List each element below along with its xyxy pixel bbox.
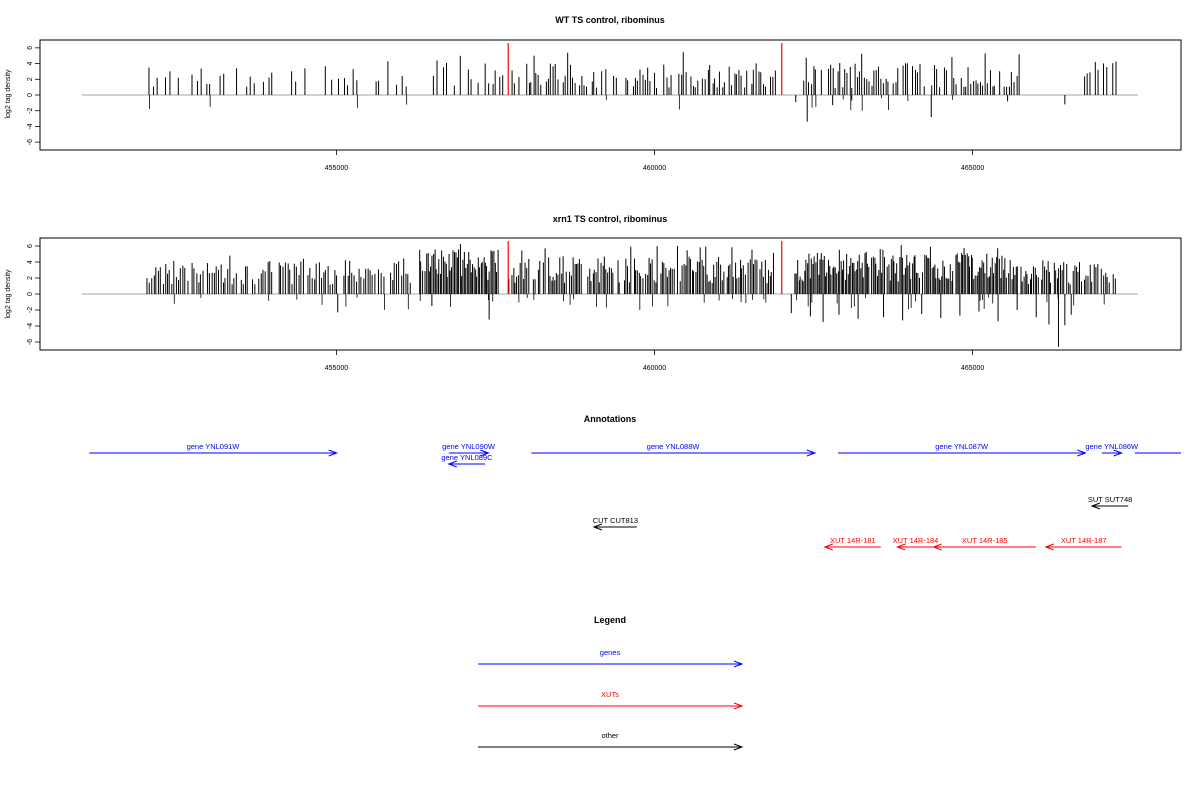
arrowhead	[1077, 449, 1087, 457]
legend-entry: XUTs	[478, 690, 744, 710]
feature: XUT 14R-185	[932, 536, 1036, 551]
legend-label: genes	[600, 648, 621, 657]
panel-title: xrn1 TS control, ribominus	[553, 214, 668, 224]
feature: gene YNL091W	[89, 442, 339, 457]
arrowhead	[733, 743, 744, 751]
feature-list: gene YNL091W gene YNL090W gene YNL089C gene…	[89, 442, 1181, 551]
feature-label: gene YNL087W	[935, 442, 989, 451]
y-axis-label: log2 tag density	[5, 69, 12, 119]
annotation-track: Annotations gene YNL091W gene YNL090Wgene…	[89, 414, 1181, 551]
y-tick-label: 4	[27, 260, 34, 264]
y-axis: -6 -4 -2 0 2 4 6	[27, 244, 40, 345]
feature: gene YNL087W	[837, 442, 1087, 457]
legend-entry: other	[478, 731, 744, 751]
feature-label: gene YNL091W	[187, 442, 241, 451]
x-axis: 455000 460000 465000	[325, 150, 984, 172]
feature-label: SUT SUT748	[1088, 495, 1132, 504]
feature-label: XUT 14R-185	[962, 536, 1008, 545]
legend-title: Legend	[594, 615, 626, 625]
xrn1-density-panel: xrn1 TS control, ribominus log2 tag dens…	[5, 214, 1182, 372]
annotations-title: Annotations	[584, 414, 637, 424]
x-tick-label: 455000	[325, 165, 348, 172]
feature: CUT CUT813	[592, 516, 638, 531]
arrowhead	[932, 543, 942, 551]
arrowhead	[447, 460, 457, 468]
y-tick-label: -6	[27, 339, 34, 345]
y-tick-label: 0	[27, 292, 34, 296]
legend: Legend genes XUTs other	[478, 615, 744, 751]
x-tick-label: 455000	[325, 365, 348, 372]
arrowhead	[328, 449, 339, 457]
feature-label: XUT 14R-184	[893, 536, 939, 545]
feature-label: gene YNL090W	[442, 442, 496, 451]
legend-entry: genes	[478, 648, 744, 668]
boundary-markers	[507, 43, 783, 95]
y-tick-label: 6	[27, 244, 34, 248]
y-tick-label: 0	[27, 93, 34, 97]
feature-label: gene YNL088W	[647, 442, 701, 451]
x-axis: 455000 460000 465000	[325, 350, 984, 372]
arrowhead	[592, 523, 603, 531]
arrowhead	[1113, 449, 1124, 457]
feature-label: gene YNL086W	[1085, 442, 1139, 451]
feature: XUT 14R-187	[1044, 536, 1122, 551]
feature: XUT 14R-184	[893, 536, 939, 551]
x-tick-label: 465000	[961, 365, 984, 372]
feature-label: CUT CUT813	[593, 516, 638, 525]
arrowhead	[733, 660, 744, 668]
feature: SUT SUT748	[1088, 495, 1132, 510]
wt-density-panel: WT TS control, ribominus log2 tag densit…	[5, 15, 1182, 172]
y-tick-label: -2	[27, 307, 34, 313]
density-bars	[146, 243, 1116, 347]
y-tick-label: -4	[27, 123, 34, 129]
density-bars	[148, 52, 1117, 122]
y-tick-label: 2	[27, 276, 34, 280]
arrowhead	[895, 543, 906, 551]
y-axis-label: log2 tag density	[5, 269, 12, 319]
x-tick-label: 465000	[961, 165, 984, 172]
x-tick-label: 460000	[643, 165, 666, 172]
y-tick-label: -2	[27, 108, 34, 114]
legend-entries: genes XUTs other	[478, 648, 744, 751]
feature-label: gene YNL089C	[441, 453, 493, 462]
feature: gene YNL089C	[441, 453, 493, 468]
feature: gene YNL088W	[531, 442, 817, 457]
y-tick-label: -6	[27, 139, 34, 145]
legend-label: XUTs	[601, 690, 619, 699]
feature: gene YNL086W	[1085, 442, 1139, 457]
feature-label: XUT 14R-187	[1061, 536, 1107, 545]
feature: XUT 14R-181	[823, 536, 881, 551]
y-tick-label: 2	[27, 77, 34, 81]
feature: gene YNL090W	[442, 442, 496, 457]
boundary-markers	[507, 241, 783, 294]
panel-title: WT TS control, ribominus	[555, 15, 665, 25]
arrowhead	[1044, 543, 1054, 551]
arrowhead	[480, 449, 490, 457]
arrowhead	[1090, 502, 1101, 510]
y-tick-label: 6	[27, 46, 34, 50]
arrowhead	[806, 449, 817, 457]
feature-label: XUT 14R-181	[830, 536, 876, 545]
legend-label: other	[601, 731, 619, 740]
arrowhead	[733, 702, 744, 710]
arrowhead	[823, 543, 833, 551]
y-tick-label: 4	[27, 62, 34, 66]
y-axis: -6 -4 -2 0 2 4 6	[27, 46, 40, 145]
y-tick-label: -4	[27, 323, 34, 329]
x-tick-label: 460000	[643, 365, 666, 372]
